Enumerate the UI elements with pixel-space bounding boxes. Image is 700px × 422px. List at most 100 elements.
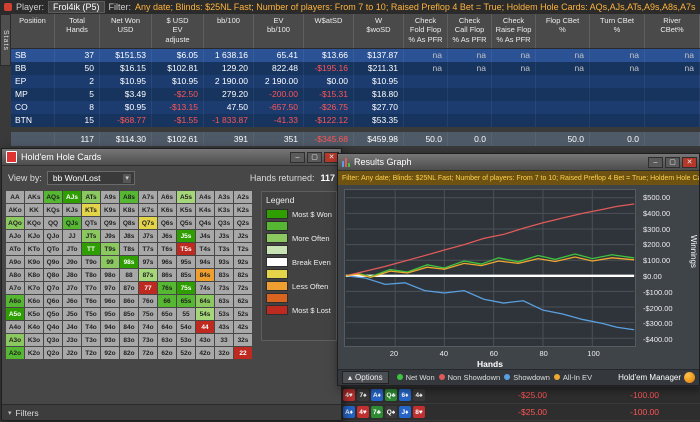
- options-button[interactable]: ▴ Options: [342, 371, 389, 384]
- hand-cell[interactable]: A7o: [6, 282, 24, 294]
- hand-cell[interactable]: 76o: [139, 295, 157, 307]
- results-graph-titlebar[interactable]: Results Graph – ▢ ✕: [338, 154, 699, 171]
- hand-cell[interactable]: 75o: [139, 308, 157, 320]
- hand-cell[interactable]: 96s: [158, 256, 176, 268]
- hand-cell[interactable]: 42s: [234, 321, 252, 333]
- hand-cell[interactable]: Q2s: [234, 217, 252, 229]
- hand-cell[interactable]: 98o: [101, 269, 119, 281]
- hand-cell[interactable]: 53s: [215, 308, 233, 320]
- hand-cell[interactable]: KQo: [25, 217, 43, 229]
- hand-cell[interactable]: A4s: [196, 191, 214, 203]
- hand-cell[interactable]: 22: [234, 347, 252, 359]
- hand-cell[interactable]: 75s: [177, 282, 195, 294]
- view-by-dropdown[interactable]: bb Won/Lost ▾: [46, 171, 135, 185]
- hand-cell[interactable]: J8o: [63, 269, 81, 281]
- minimize-button[interactable]: –: [290, 151, 305, 163]
- hand-cell[interactable]: 63o: [158, 334, 176, 346]
- hand-cell[interactable]: A5o: [6, 308, 24, 320]
- hand-cell[interactable]: 84o: [120, 321, 138, 333]
- hand-cell[interactable]: 62o: [158, 347, 176, 359]
- hand-cell[interactable]: J4s: [196, 230, 214, 242]
- table-row[interactable]: BB 50 $16.15 $102.81 129.20 822.48 -$195.16 $21…: [11, 62, 700, 75]
- hand-cell[interactable]: 97s: [139, 256, 157, 268]
- table-row[interactable]: SB 37 $151.53 $6.05 1 638.16 65.41 $13.66 $137.…: [11, 49, 700, 62]
- hand-cell[interactable]: 65o: [158, 308, 176, 320]
- hand-cell[interactable]: J6o: [63, 295, 81, 307]
- hand-cell[interactable]: K9s: [101, 204, 119, 216]
- column-header[interactable]: Position: [11, 14, 55, 48]
- hand-cell[interactable]: Q3o: [44, 334, 62, 346]
- hand-cell[interactable]: 84s: [196, 269, 214, 281]
- hand-cell[interactable]: 42o: [196, 347, 214, 359]
- maximize-button[interactable]: ▢: [665, 156, 680, 168]
- hand-cell[interactable]: T9o: [82, 256, 100, 268]
- hand-cell[interactable]: 95s: [177, 256, 195, 268]
- hand-cell[interactable]: Q2o: [44, 347, 62, 359]
- hand-cell[interactable]: 93s: [215, 256, 233, 268]
- hand-cell[interactable]: 92s: [234, 256, 252, 268]
- hand-cell[interactable]: T7s: [139, 243, 157, 255]
- hand-cell[interactable]: K3o: [25, 334, 43, 346]
- hand-cell[interactable]: A5s: [177, 191, 195, 203]
- hand-cell[interactable]: J5o: [63, 308, 81, 320]
- hand-cell[interactable]: AQs: [44, 191, 62, 203]
- hand-cell[interactable]: K6s: [158, 204, 176, 216]
- hand-cell[interactable]: AJs: [63, 191, 81, 203]
- hand-cell[interactable]: T5s: [177, 243, 195, 255]
- hand-cell[interactable]: 53o: [177, 334, 195, 346]
- player-select[interactable]: Frol4ik (P5): [48, 1, 105, 13]
- hand-cell[interactable]: 64o: [158, 321, 176, 333]
- table-row[interactable]: BTN 15 -$68.77 -$1.55 -1 833.87 -41.33 -$122.1…: [11, 114, 700, 127]
- hand-cell[interactable]: K7o: [25, 282, 43, 294]
- hand-cell[interactable]: 76s: [158, 282, 176, 294]
- hand-cell[interactable]: ATs: [82, 191, 100, 203]
- hand-cell[interactable]: T2o: [82, 347, 100, 359]
- hand-cell[interactable]: Q5s: [177, 217, 195, 229]
- hand-cell[interactable]: 95o: [101, 308, 119, 320]
- hand-cell[interactable]: 92o: [101, 347, 119, 359]
- hand-cell[interactable]: KJs: [63, 204, 81, 216]
- close-button[interactable]: ✕: [682, 156, 697, 168]
- hand-cell[interactable]: T7o: [82, 282, 100, 294]
- hand-cell[interactable]: Q3s: [215, 217, 233, 229]
- hand-cell[interactable]: KTs: [82, 204, 100, 216]
- hand-cell[interactable]: T4s: [196, 243, 214, 255]
- column-header[interactable]: Check Call Flop % As PFR: [448, 14, 492, 48]
- hand-cell[interactable]: A3s: [215, 191, 233, 203]
- hand-cell[interactable]: 94s: [196, 256, 214, 268]
- hand-cell[interactable]: T6s: [158, 243, 176, 255]
- hand-cell[interactable]: QTs: [82, 217, 100, 229]
- hand-cell[interactable]: AQo: [6, 217, 24, 229]
- hand-cell[interactable]: J5s: [177, 230, 195, 242]
- hand-cell[interactable]: A2s: [234, 191, 252, 203]
- hand-cell[interactable]: T3s: [215, 243, 233, 255]
- hand-cell[interactable]: Q5o: [44, 308, 62, 320]
- hand-cell[interactable]: 85s: [177, 269, 195, 281]
- hand-cell[interactable]: Q7s: [139, 217, 157, 229]
- hand-cell[interactable]: A8o: [6, 269, 24, 281]
- hand-cell[interactable]: A7s: [139, 191, 157, 203]
- filter-text[interactable]: Any date; Blinds: $25NL Fast; Number of …: [135, 2, 696, 12]
- hand-cell[interactable]: J7s: [139, 230, 157, 242]
- hand-cell[interactable]: Q6s: [158, 217, 176, 229]
- hand-cell[interactable]: T9s: [101, 243, 119, 255]
- hand-cell[interactable]: JJ: [63, 230, 81, 242]
- hand-cell[interactable]: K9o: [25, 256, 43, 268]
- hand-cell[interactable]: 62s: [234, 295, 252, 307]
- hand-cell[interactable]: 55: [177, 308, 195, 320]
- hand-cell[interactable]: 43s: [215, 321, 233, 333]
- hand-cell[interactable]: 88: [120, 269, 138, 281]
- hand-cell[interactable]: QJs: [63, 217, 81, 229]
- hand-cell[interactable]: AA: [6, 191, 24, 203]
- hand-cell[interactable]: 43o: [196, 334, 214, 346]
- hand-history-row[interactable]: A♦ 4♥ 7♣ Q♠ J♦ 8♥ -$25.00 -100.00: [337, 404, 700, 421]
- hand-cell[interactable]: 72o: [139, 347, 157, 359]
- minimize-button[interactable]: –: [648, 156, 663, 168]
- hand-cell[interactable]: 77: [139, 282, 157, 294]
- hand-cell[interactable]: 66: [158, 295, 176, 307]
- hand-cell[interactable]: A4o: [6, 321, 24, 333]
- column-header[interactable]: Flop CBet %: [536, 14, 590, 48]
- column-header[interactable]: Net Won USD: [100, 14, 152, 48]
- column-header[interactable]: Check Raise Flop % As PFR: [492, 14, 536, 48]
- hand-cell[interactable]: QJo: [44, 230, 62, 242]
